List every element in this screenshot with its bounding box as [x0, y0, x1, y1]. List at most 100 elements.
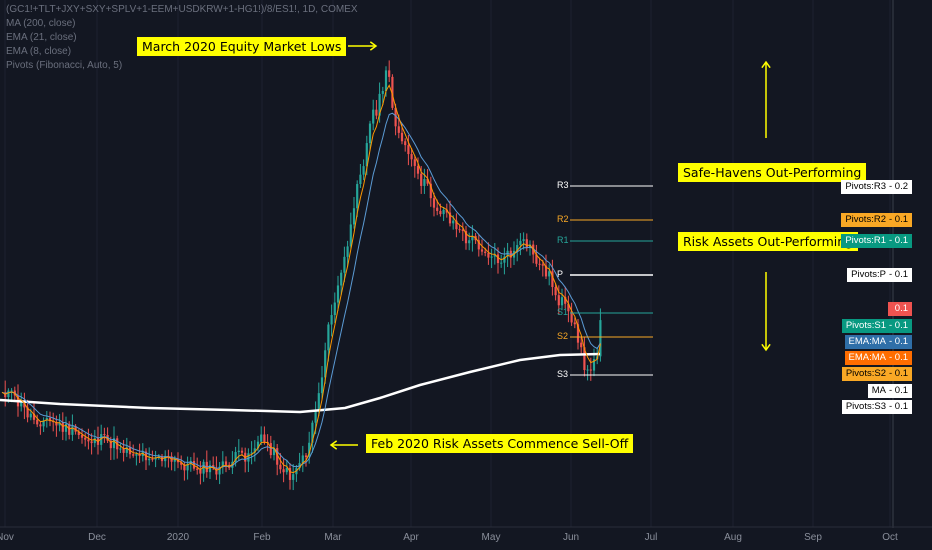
candle-down	[103, 434, 106, 436]
ema21-line	[1, 112, 601, 469]
candle-up	[468, 240, 471, 244]
price-badge: Pivots:S3- 0.1	[841, 400, 912, 414]
candle-down	[407, 145, 410, 155]
x-tick-label: Jul	[644, 532, 658, 543]
price-badge-label: Pivots:R3	[845, 181, 886, 192]
candle-up	[359, 174, 362, 185]
candle-up	[234, 452, 237, 462]
candle-up	[301, 455, 304, 464]
candle-down	[36, 419, 39, 425]
candle-up	[586, 369, 589, 371]
candle-up	[378, 93, 381, 116]
chart-grid	[4, 0, 891, 527]
candle-up	[7, 390, 10, 398]
candle-up	[308, 442, 311, 457]
x-tick-label: Nov	[0, 532, 14, 543]
legend-pivots[interactable]: Pivots (Fibonacci, Auto, 5)	[6, 60, 123, 71]
candle-up	[516, 245, 519, 251]
price-badge: Pivots:R3- 0.2	[841, 180, 912, 194]
candle-down	[282, 469, 285, 473]
price-badge: EMA:MA - 0.1	[844, 335, 912, 349]
arrow-up-safe-havens	[761, 60, 771, 138]
candle-up	[381, 91, 384, 94]
candle-up	[317, 393, 320, 411]
ma200-line	[0, 352, 601, 414]
candle-up	[356, 184, 359, 209]
price-badge-value: 0.1	[894, 303, 908, 314]
candle-down	[420, 173, 423, 186]
candle-down	[397, 126, 400, 133]
price-badge-value: - 0.1	[888, 336, 908, 347]
candle-up	[112, 438, 116, 449]
candle-up	[208, 465, 212, 473]
candle-up	[221, 461, 224, 467]
candle-down	[416, 165, 420, 174]
candle-down	[391, 76, 394, 108]
note-risk-assets: Risk Assets Out-Performing	[678, 232, 859, 251]
price-badge-value: - 0.1	[888, 320, 908, 331]
candle-down	[288, 467, 292, 480]
candle-down	[464, 231, 468, 244]
candle-down	[589, 369, 592, 371]
candle-up	[29, 413, 32, 418]
candle-down	[496, 254, 500, 264]
candle-down	[448, 212, 452, 224]
candle-up	[314, 410, 317, 423]
pivot-lines	[570, 185, 653, 376]
x-tick-label: Jun	[562, 532, 580, 543]
candle-down	[554, 287, 557, 296]
candle-down	[484, 251, 487, 254]
candle-up	[186, 463, 189, 471]
price-badge: EMA:MA - 0.1	[844, 351, 912, 365]
candle-down	[196, 468, 199, 470]
candle-down	[413, 159, 416, 166]
legend-symbol: (GC1!+TLT+JXY+SXY+SPLV+1-EEM+USDKRW+1-HG…	[6, 4, 358, 15]
legend-ema21[interactable]: EMA (21, close)	[6, 32, 77, 43]
candle-up	[71, 426, 74, 435]
candle-down	[77, 431, 80, 435]
candle-up	[471, 235, 474, 241]
candle-down	[583, 347, 586, 371]
candle-down	[573, 322, 576, 325]
candle-up	[324, 350, 327, 378]
legend-ma200[interactable]: MA (200, close)	[6, 18, 76, 29]
candle-down	[480, 249, 484, 252]
candle-up	[452, 220, 455, 224]
candle-down	[541, 264, 544, 266]
candle-up	[490, 256, 493, 258]
candle-up	[503, 256, 506, 263]
price-badge-label: Pivots:S3	[845, 401, 886, 412]
price-badge: Pivots:P - 0.1	[847, 268, 912, 282]
candle-up	[20, 402, 23, 407]
candle-down	[439, 210, 442, 215]
candle-up	[442, 209, 445, 215]
candle-down	[151, 458, 154, 460]
candle-down	[138, 454, 141, 456]
price-badge: Pivots:R2- 0.1	[841, 213, 912, 227]
price-badge-value: - 0.1	[888, 385, 908, 396]
candle-up	[135, 454, 138, 456]
candle-down	[240, 450, 244, 453]
candle-down	[122, 448, 125, 453]
candle-up	[173, 459, 176, 462]
price-badge-value: - 0.1	[888, 352, 908, 363]
candle-down	[23, 402, 26, 408]
candle-down	[90, 441, 93, 444]
arrow-down-risk-assets	[761, 272, 771, 352]
price-badge: Pivots:S2- 0.1	[841, 367, 912, 381]
pivot-label-r2: R2	[557, 214, 569, 224]
candle-down	[557, 295, 560, 306]
candle-down	[429, 183, 432, 199]
legend-ema8[interactable]: EMA (8, close)	[6, 46, 72, 57]
candle-up	[548, 271, 551, 277]
candle-up	[119, 448, 122, 450]
price-badge-label: Pivots:S2	[845, 368, 886, 379]
candle-up	[202, 461, 205, 474]
candle-up	[368, 123, 372, 144]
candle-down	[580, 342, 583, 348]
candle-down	[180, 462, 183, 465]
x-tick-label: Apr	[403, 532, 419, 543]
candle-down	[394, 107, 397, 127]
candle-up	[493, 254, 496, 257]
